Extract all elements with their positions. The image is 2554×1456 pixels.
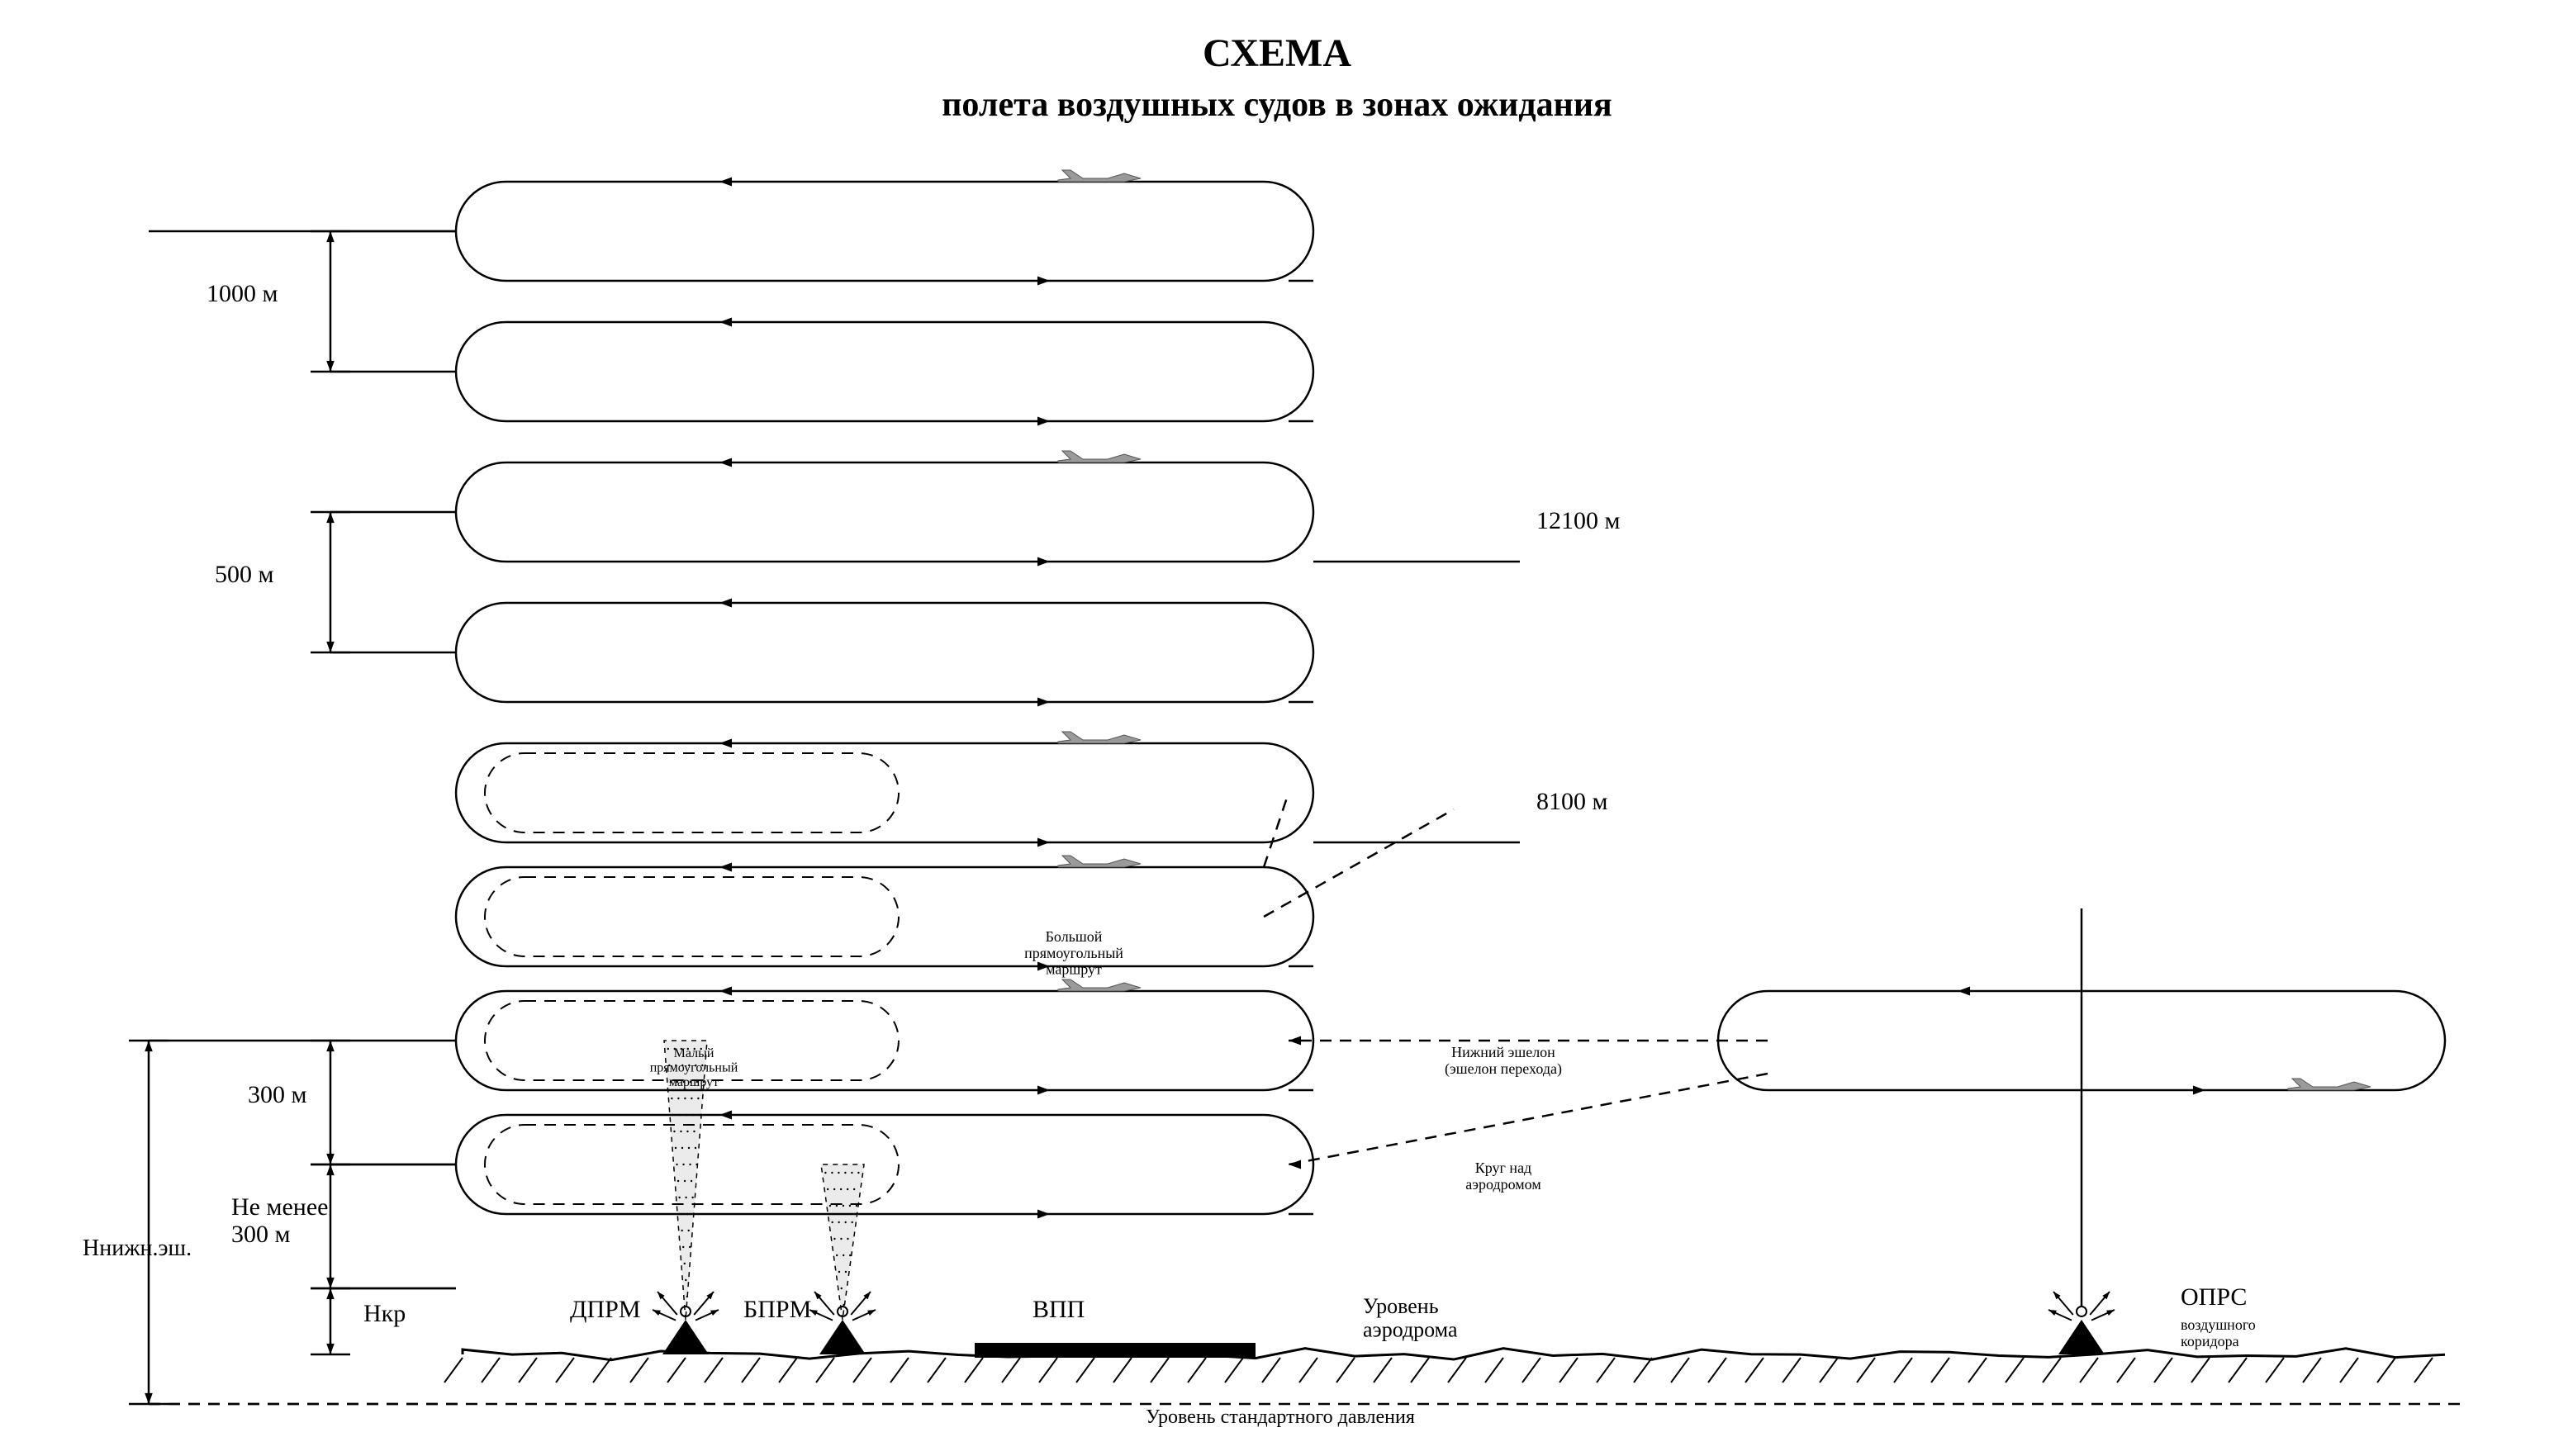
holding-pattern-6: [456, 991, 1313, 1090]
transition-right-1: [1289, 1074, 1768, 1164]
small-pattern-1: [485, 877, 899, 956]
aircraft-icon: [1058, 856, 1141, 867]
holding-pattern-0: [456, 182, 1313, 281]
label-oprs: ОПРС: [2181, 1283, 2247, 1311]
label-std-pressure: Уровень стандартного давления: [1146, 1406, 1415, 1428]
dim-label-3: Не менее300 м: [231, 1193, 328, 1248]
holding-pattern-5: [456, 867, 1313, 966]
aircraft-icon: [1058, 451, 1141, 462]
label-dprm: ДПРМ: [570, 1296, 641, 1323]
aircraft-icon: [1058, 732, 1141, 743]
dim-label-lower-echelon: Ннижн.эш.: [83, 1235, 192, 1261]
alt-label-2: 12100 м: [1536, 507, 1621, 534]
beacon-icon: [2058, 1320, 2105, 1354]
dim-label-4: Нкр: [363, 1300, 406, 1327]
alt-label-4: 8100 м: [1536, 788, 1608, 815]
label-vpp: ВПП: [1033, 1296, 1085, 1323]
label-airfield-level: Уровеньаэродрома: [1363, 1294, 1458, 1342]
small-pattern-0: [485, 753, 899, 832]
aircraft-icon: [2288, 1079, 2371, 1090]
beacon-icon: [819, 1320, 866, 1354]
holding-pattern-1: [456, 322, 1313, 421]
transition-up-1: [1264, 793, 1289, 867]
label-circle-over: Круг надаэродромом: [1465, 1160, 1540, 1193]
dim-label-2: 300 м: [248, 1081, 307, 1108]
holding-pattern-3: [456, 603, 1313, 702]
aircraft-icon: [1058, 979, 1141, 991]
label-bprm: БПРМ: [743, 1296, 811, 1323]
transition-up-0: [1264, 809, 1454, 917]
dim-label-0: 1000 м: [207, 280, 278, 307]
holding-pattern-2: [456, 462, 1313, 562]
title-sub: полета воздушных судов в зонах ожидания: [942, 86, 1612, 124]
beacon-icon: [662, 1320, 709, 1354]
beacon-cone: [821, 1164, 864, 1320]
dim-label-1: 500 м: [215, 561, 274, 588]
label-lower-echelon: Нижний эшелон(эшелон перехода): [1445, 1044, 1562, 1078]
label-oprs-sub: воздушногокоридора: [2181, 1316, 2256, 1349]
aircraft-icon: [1058, 170, 1141, 182]
holding-pattern-4: [456, 743, 1313, 842]
label-small-route: Малыйпрямоугольныймаршрут: [650, 1046, 738, 1089]
runway: [975, 1343, 1256, 1358]
holding-pattern-7: [456, 1115, 1313, 1214]
title-main: СХЕМА: [1203, 31, 1351, 75]
